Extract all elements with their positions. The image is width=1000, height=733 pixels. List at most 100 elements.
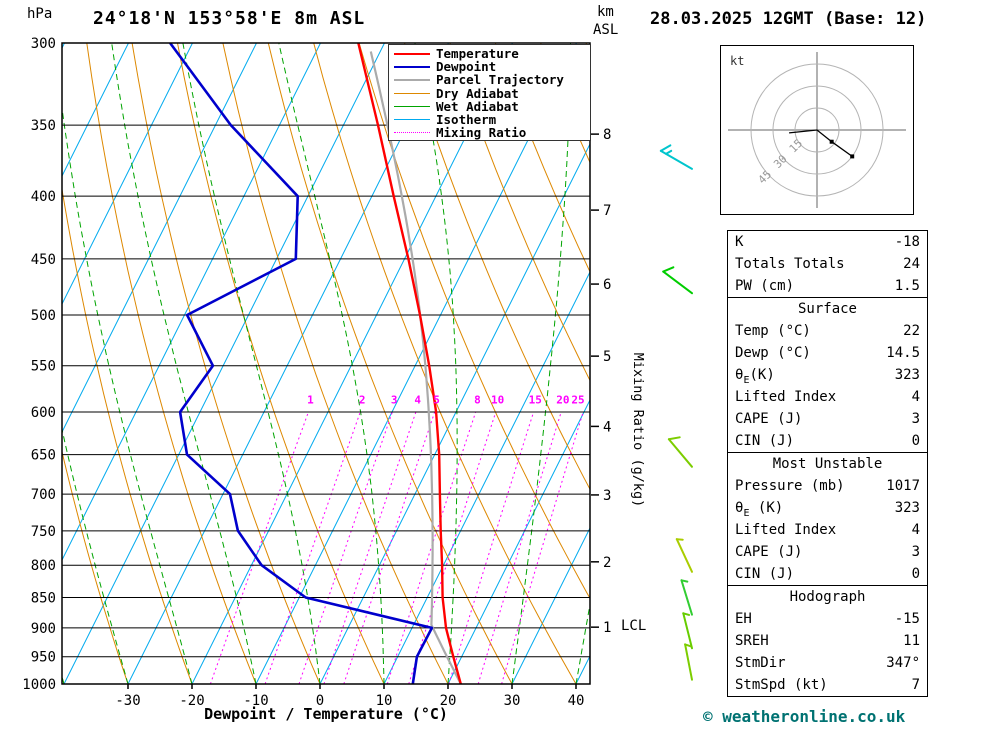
index-row: StmSpd (kt) 7 (728, 674, 927, 696)
svg-text:-10: -10 (243, 693, 268, 709)
svg-text:850: 850 (31, 590, 56, 606)
index-value: 4 (911, 389, 920, 405)
index-label: θE (K) (735, 500, 784, 519)
svg-text:-20: -20 (179, 693, 204, 709)
svg-text:3: 3 (603, 488, 611, 504)
index-label: Lifted Index (735, 389, 837, 405)
altitude-unit-km-label: km (597, 4, 614, 20)
svg-text:6: 6 (603, 277, 611, 293)
legend-item-mixing-ratio: Mixing Ratio (389, 125, 590, 140)
index-value: -15 (894, 611, 920, 627)
svg-text:-30: -30 (115, 693, 140, 709)
index-value: 1.5 (894, 278, 920, 294)
index-label: CAPE (J) (735, 544, 803, 560)
index-value: 7 (911, 677, 920, 693)
legend-item-dewpoint: Dewpoint (389, 59, 590, 75)
wind-barb (659, 144, 693, 170)
legend-line-sample (394, 105, 430, 107)
svg-text:650: 650 (31, 448, 56, 464)
index-value: 347° (886, 655, 920, 671)
wind-barb (684, 643, 693, 681)
index-value: 0 (911, 433, 920, 449)
index-row: Totals Totals 24 (728, 253, 927, 275)
index-value: 14.5 (886, 345, 920, 361)
svg-text:750: 750 (31, 524, 56, 540)
index-label: PW (cm) (735, 278, 795, 294)
pressure-gridlines (62, 43, 590, 684)
svg-text:1: 1 (307, 394, 314, 407)
index-row: SREH 11 (728, 630, 927, 652)
svg-text:4: 4 (603, 419, 611, 435)
legend-item-label: Dry Adiabat (436, 85, 519, 101)
wind-barb (667, 436, 693, 468)
index-value: 3 (911, 544, 920, 560)
svg-text:900: 900 (31, 621, 56, 637)
index-value: 24 (903, 256, 920, 272)
svg-text:20: 20 (556, 394, 569, 407)
station-title: 24°18'N 153°58'E 8m ASL (93, 8, 366, 29)
index-row: Pressure (mb) 1017 (728, 475, 927, 497)
index-label: CIN (J) (735, 566, 795, 582)
svg-text:40: 40 (568, 693, 585, 709)
legend-item-temperature: Temperature (389, 46, 590, 61)
index-row: Lifted Index 4 (728, 519, 927, 541)
svg-text:500: 500 (31, 308, 56, 324)
index-label: K (735, 234, 744, 250)
index-value: 3 (911, 411, 920, 427)
svg-text:10: 10 (491, 394, 504, 407)
index-row: EH -15 (728, 608, 927, 630)
index-label: EH (735, 611, 752, 627)
dewpoint-curve (169, 43, 434, 684)
hodograph-unit-label: kt (730, 54, 744, 68)
hodograph-trace (789, 129, 853, 157)
svg-text:20: 20 (440, 693, 457, 709)
index-row: CIN (J) 0 (728, 430, 927, 452)
svg-text:2: 2 (603, 555, 611, 571)
legend: Temperature Dewpoint Parcel Trajectory Dry … (388, 44, 591, 142)
svg-text:8: 8 (603, 127, 611, 143)
legend-line-sample (394, 119, 430, 121)
indices-table: K -18 Totals Totals 24 PW (cm) 1.5 (727, 230, 928, 298)
index-value: 323 (894, 500, 920, 516)
legend-line-sample (394, 132, 430, 134)
index-label: θE(K) (735, 367, 775, 386)
svg-text:800: 800 (31, 558, 56, 574)
svg-text:7: 7 (603, 203, 611, 219)
svg-text:350: 350 (31, 118, 56, 134)
svg-text:450: 450 (31, 252, 56, 268)
svg-text:15: 15 (529, 394, 542, 407)
index-label: Totals Totals (735, 256, 845, 272)
svg-text:1000: 1000 (22, 677, 56, 693)
index-section-title: Most Unstable (772, 456, 883, 472)
wind-barb (682, 612, 693, 650)
index-label: SREH (735, 633, 769, 649)
index-section-title: Surface (797, 301, 857, 317)
svg-text:700: 700 (31, 487, 56, 503)
axis-labels: 3003504004505005506006507007508008509009… (22, 36, 646, 709)
legend-item-isotherm: Isotherm (389, 112, 590, 127)
svg-text:3: 3 (391, 394, 398, 407)
svg-text:10: 10 (376, 693, 393, 709)
copyright: © weatheronline.co.uk (703, 707, 906, 726)
indices-table-surface: Surface Temp (°C) 22 Dewp (°C) 14.5 θE(K) 323 L… (727, 297, 928, 453)
index-value: -18 (894, 234, 920, 250)
svg-text:4: 4 (414, 394, 421, 407)
svg-text:25: 25 (571, 394, 584, 407)
index-row: CAPE (J) 3 (728, 408, 927, 430)
mixing-ratio-value-labels: 1 2 3 4 5 8 10 15 20 25 (307, 394, 585, 407)
wind-barb (662, 266, 693, 295)
index-value: 0 (911, 566, 920, 582)
index-row: θE (K) 323 (728, 497, 927, 519)
legend-item-label: Wet Adiabat (436, 98, 519, 114)
legend-line-sample (394, 65, 430, 68)
indices-table-hodograph: Hodograph EH -15 SREH 11 StmDir 347° StmSpd (kt… (727, 585, 928, 697)
index-label: Dewp (°C) (735, 345, 811, 361)
index-value: 11 (903, 633, 920, 649)
temperature-curve (357, 43, 462, 684)
legend-item-parcel-trajectory: Parcel Trajectory (389, 72, 590, 87)
index-row: Lifted Index 4 (728, 386, 927, 408)
index-label: Pressure (mb) (735, 478, 845, 494)
legend-item-label: Dewpoint (436, 59, 497, 75)
svg-text:0: 0 (316, 693, 324, 709)
